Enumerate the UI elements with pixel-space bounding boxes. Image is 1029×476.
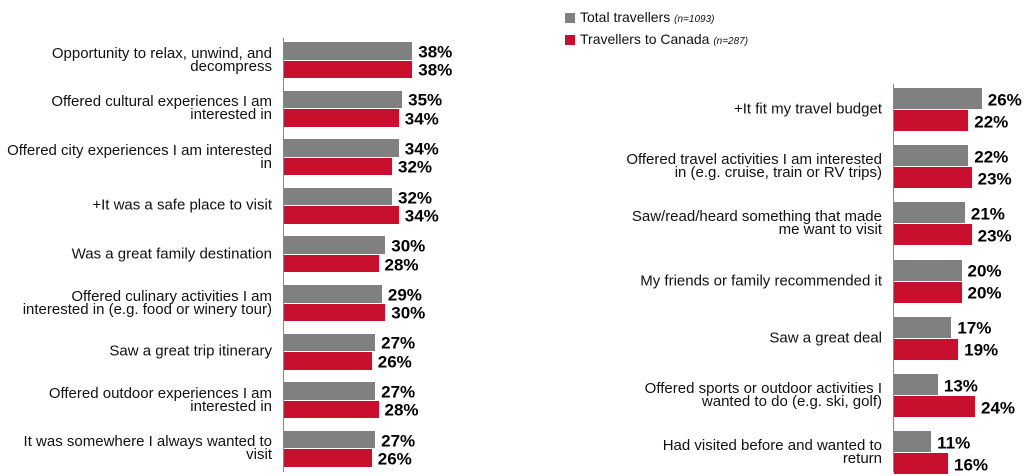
value-label: 26% <box>377 352 412 372</box>
category-label: Saw a great trip itinerary <box>109 342 272 360</box>
bar <box>894 167 972 189</box>
value-label: 24% <box>981 398 1016 417</box>
category-label: Offered city experiences I am interested… <box>7 141 272 172</box>
bar <box>284 236 386 254</box>
axis <box>893 84 894 472</box>
value-label: 28% <box>384 400 419 420</box>
bar <box>894 202 965 224</box>
bar <box>894 374 938 395</box>
value-label: 26% <box>377 449 412 469</box>
category-label: Offered culinary activities I am interes… <box>22 287 272 318</box>
value-label: 17% <box>957 318 992 338</box>
bar <box>894 431 932 453</box>
value-label: 32% <box>398 157 433 177</box>
value-label: 22% <box>974 147 1009 167</box>
value-label: 19% <box>964 340 999 360</box>
bar <box>894 396 975 417</box>
bar <box>284 303 386 321</box>
value-label: 35% <box>408 90 443 110</box>
value-label: 23% <box>977 169 1012 189</box>
value-label: 22% <box>974 112 1009 131</box>
legend-note: (n=1093) <box>674 14 715 25</box>
category-label: Offered outdoor experiences I am interes… <box>48 384 272 415</box>
bar <box>894 88 982 109</box>
category-label: Opportunity to relax, unwind, and decomp… <box>51 44 272 75</box>
legend-item: Total travellers (n=1093) <box>565 10 714 27</box>
axis <box>283 38 284 472</box>
value-label: 27% <box>381 333 416 353</box>
category-label: Had visited before and wanted to return <box>662 437 882 468</box>
value-label: 26% <box>987 90 1022 109</box>
bar <box>284 449 372 467</box>
bar <box>284 187 392 206</box>
bar <box>284 352 372 370</box>
category-label: Offered cultural experiences I am intere… <box>51 93 272 124</box>
legend-swatch <box>565 35 575 45</box>
value-label: 32% <box>398 188 433 208</box>
bar <box>284 157 392 176</box>
legend-swatch <box>565 13 575 23</box>
value-label: 16% <box>954 455 989 475</box>
value-label: 11% <box>937 433 971 453</box>
bar <box>284 400 379 419</box>
legend-note: (n=287) <box>713 36 749 47</box>
category-label: Saw a great deal <box>769 329 882 347</box>
bar <box>894 145 969 167</box>
category-label: +It fit my travel budget <box>734 100 882 118</box>
value-label: 13% <box>943 376 978 395</box>
bar <box>284 42 413 60</box>
bar <box>894 281 962 303</box>
value-label: 38% <box>418 60 453 80</box>
legend-label: Total travellers <box>580 9 671 25</box>
value-label: 34% <box>404 109 439 129</box>
bar <box>894 453 948 475</box>
category-label: Saw/read/heard something that made me wa… <box>631 208 882 239</box>
value-label: 21% <box>970 204 1005 224</box>
value-label: 38% <box>418 42 453 62</box>
bar <box>284 206 399 224</box>
bar <box>894 224 972 246</box>
value-label: 34% <box>404 139 439 159</box>
bar <box>284 430 376 449</box>
bar <box>894 110 969 131</box>
value-label: 29% <box>387 285 422 305</box>
value-label: 27% <box>381 382 416 402</box>
value-label: 20% <box>967 283 1002 303</box>
bar <box>284 139 399 157</box>
value-label: 27% <box>381 431 416 451</box>
category-label: Was a great family destination <box>71 245 272 263</box>
bar <box>894 316 952 338</box>
legend-item: Travellers to Canada (n=287) <box>565 32 748 49</box>
bar <box>894 259 962 281</box>
category-label: My friends or family recommended it <box>640 272 882 290</box>
bar <box>284 254 379 273</box>
category-label: Offered travel activities I am intereste… <box>626 151 882 182</box>
value-label: 20% <box>967 261 1002 281</box>
category-label: Offered sports or outdoor activities I w… <box>644 380 882 410</box>
bar <box>284 109 399 127</box>
value-label: 28% <box>384 255 419 275</box>
bar <box>284 382 376 400</box>
value-label: 23% <box>977 226 1012 246</box>
value-label: 34% <box>404 206 439 226</box>
bar <box>284 60 413 78</box>
legend-label: Travellers to Canada <box>580 31 710 47</box>
category-label: It was somewhere I always wanted to visi… <box>23 433 272 464</box>
value-label: 30% <box>391 303 426 323</box>
bar <box>284 285 382 303</box>
value-label: 30% <box>391 236 426 256</box>
bar <box>284 333 376 352</box>
bar <box>894 338 959 360</box>
category-label: +It was a safe place to visit <box>92 196 272 214</box>
bar <box>284 90 403 109</box>
